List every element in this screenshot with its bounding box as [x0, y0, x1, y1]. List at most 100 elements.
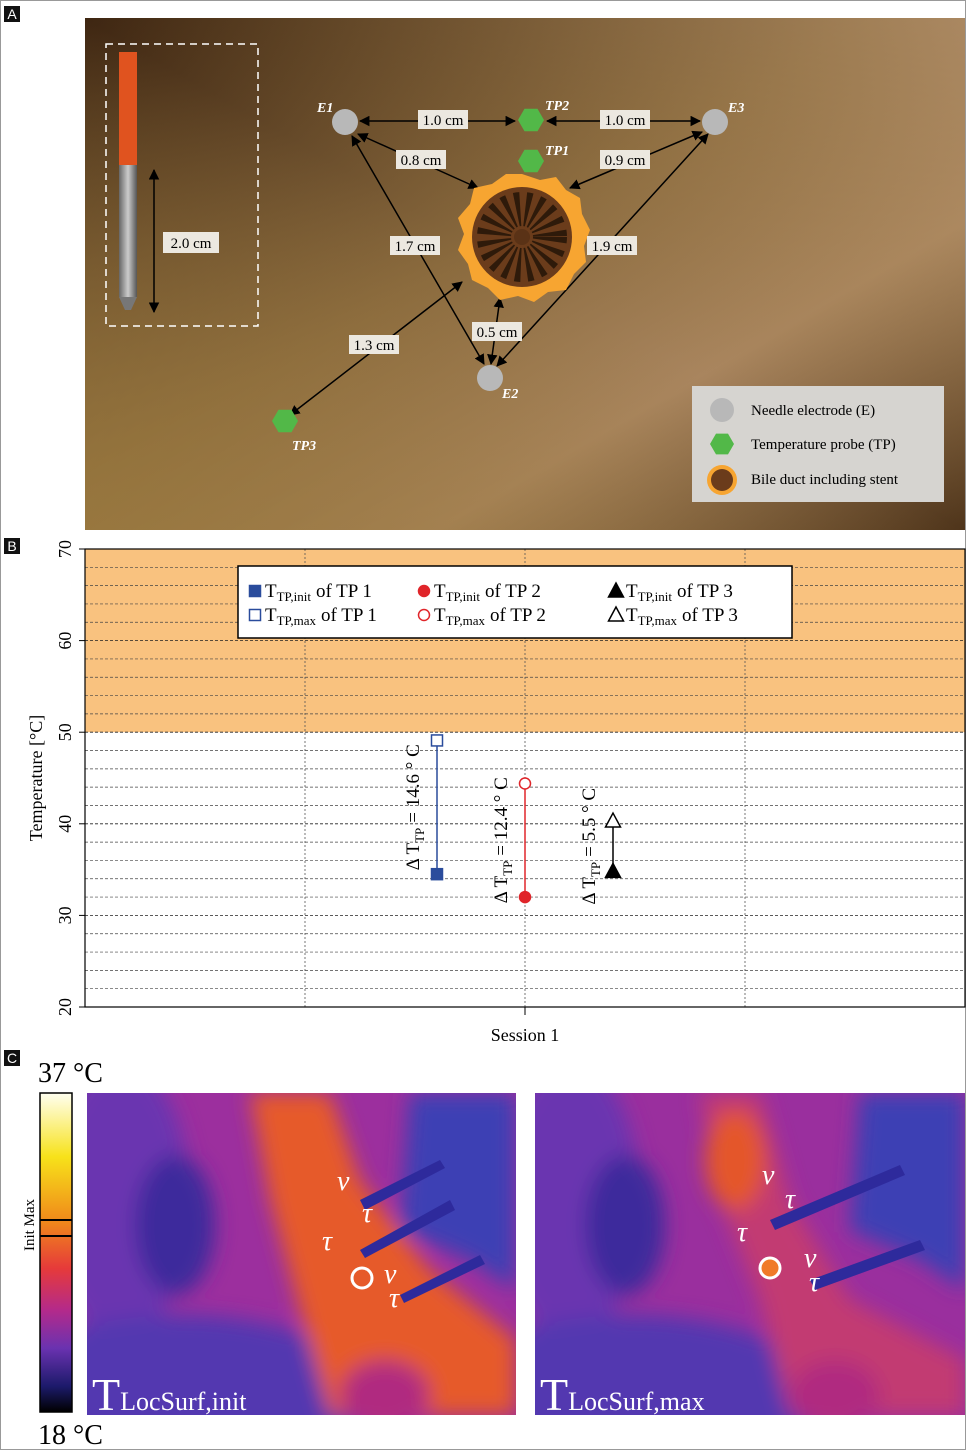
marker	[606, 863, 621, 877]
legend-main: T	[434, 605, 446, 626]
thermal-image	[0, 1060, 516, 1450]
marker	[432, 735, 443, 746]
y-tick-label: 40	[55, 815, 75, 833]
length-label: 2.0 cm	[171, 236, 212, 252]
y-tick-label: 50	[55, 723, 75, 741]
legend-marker	[250, 586, 261, 597]
delta-label: Δ TTP = 5.5 ° C	[579, 788, 603, 905]
distance-label: 0.5 cm	[477, 325, 518, 341]
distance-label: 1.9 cm	[592, 239, 633, 255]
distance-label: 1.7 cm	[395, 239, 436, 255]
legend-sub: TP,init	[277, 589, 312, 604]
delta-prefix: Δ T	[491, 875, 512, 903]
thermal-region	[705, 1110, 765, 1210]
chart: 20 30 40 50 60 70 Session 1 Temperature [°C] Δ T…	[26, 540, 965, 1045]
needle-tip	[119, 165, 137, 297]
legend-label: Needle electrode (E)	[751, 403, 875, 419]
figure: A 2.0 cm E1 E2 E3 TP1 TP2 TP3 1.0 cm 1.0…	[0, 0, 966, 1450]
delta-prefix: Δ T	[403, 842, 424, 870]
thermal-region	[585, 1155, 665, 1295]
thermal-region	[135, 1155, 215, 1295]
legend-sub: TP,max	[277, 613, 317, 628]
symbol: τ	[322, 1226, 333, 1257]
label-sub: LocSurf,max	[568, 1387, 704, 1416]
probe-label: TP3	[292, 439, 316, 454]
legend-sub: TP,init	[446, 589, 481, 604]
delta-value: = 14.6 ° C	[403, 744, 424, 823]
symbol: τ	[362, 1198, 373, 1229]
distance-label: 1.0 cm	[605, 113, 646, 129]
delta-label: Δ TTP = 14.6 ° C	[403, 744, 427, 870]
legend-marker	[250, 610, 261, 621]
duct-center	[514, 229, 530, 245]
x-tick-label: Session 1	[491, 1025, 560, 1045]
panel-label: B	[7, 538, 16, 554]
y-tick-label: 60	[55, 632, 75, 650]
marker	[606, 813, 621, 827]
y-tick-label: 30	[55, 906, 75, 924]
electrode	[702, 109, 728, 135]
symbol: ν	[762, 1160, 775, 1191]
legend-probe: of TP 1	[321, 605, 377, 626]
electrode	[477, 365, 503, 391]
delta-prefix: Δ T	[579, 877, 600, 905]
legend-probe: of TP 3	[677, 581, 733, 602]
symbol: τ	[737, 1217, 748, 1248]
label-main: T	[540, 1369, 568, 1420]
scale-min: 18 °C	[38, 1420, 103, 1450]
y-axis-label: Temperature [°C]	[26, 715, 46, 841]
legend-main: T	[434, 581, 446, 602]
legend-main: T	[626, 581, 638, 602]
delta-sub: TP	[412, 828, 427, 843]
probe-label: TP1	[545, 144, 569, 159]
thermal-region	[340, 1360, 430, 1430]
legend-main: T	[626, 605, 638, 626]
marker	[520, 778, 531, 789]
legend-box	[238, 566, 792, 638]
legend-sub: TP,init	[638, 589, 673, 604]
delta-label: Δ TTP= 12.4 ° C	[491, 777, 515, 903]
thermal-region	[790, 1360, 880, 1430]
probe-label: TP2	[545, 99, 569, 114]
electrode-label: E1	[316, 101, 333, 116]
y-tick-label: 20	[55, 998, 75, 1016]
needle-insulation	[119, 52, 137, 165]
symbol: τ	[785, 1184, 796, 1215]
color-bar	[40, 1093, 72, 1412]
marker	[432, 869, 443, 880]
electrode	[332, 109, 358, 135]
electrode-label: E2	[501, 387, 518, 402]
distance-label: 1.0 cm	[423, 113, 464, 129]
distance-label: 0.8 cm	[401, 153, 442, 169]
legend-marker	[419, 610, 430, 621]
distance-label: 1.3 cm	[354, 338, 395, 354]
label-main: T	[92, 1369, 120, 1420]
delta-sub: TP	[588, 862, 603, 877]
legend-main: T	[265, 605, 277, 626]
legend-probe: of TP 2	[485, 581, 541, 602]
marker	[520, 892, 531, 903]
y-tick-label: 70	[55, 540, 75, 558]
electrode-label: E3	[727, 101, 744, 116]
legend-probe: of TP 2	[490, 605, 546, 626]
legend-probe: of TP 3	[682, 605, 738, 626]
delta-value: = 5.5 ° C	[579, 788, 600, 857]
delta-sub: TP	[500, 861, 515, 876]
label-sub: LocSurf,init	[120, 1387, 247, 1416]
legend-marker	[419, 586, 430, 597]
scale-marker-label: Init Max	[22, 1198, 38, 1251]
symbol: ν	[337, 1166, 350, 1197]
legend-sub: TP,max	[638, 613, 678, 628]
legend-label: Bile duct including stent	[751, 472, 899, 488]
legend-main: T	[265, 581, 277, 602]
measure-spot	[760, 1258, 780, 1278]
panel-label: C	[7, 1050, 17, 1066]
distance-label: 0.9 cm	[605, 153, 646, 169]
legend-duct	[711, 469, 733, 491]
legend-electrode	[710, 398, 734, 422]
panel-label: A	[7, 6, 17, 22]
scale-max: 37 °C	[38, 1058, 103, 1089]
legend-sub: TP,max	[446, 613, 486, 628]
legend-label: Temperature probe (TP)	[751, 437, 896, 453]
symbol: τ	[809, 1267, 820, 1298]
